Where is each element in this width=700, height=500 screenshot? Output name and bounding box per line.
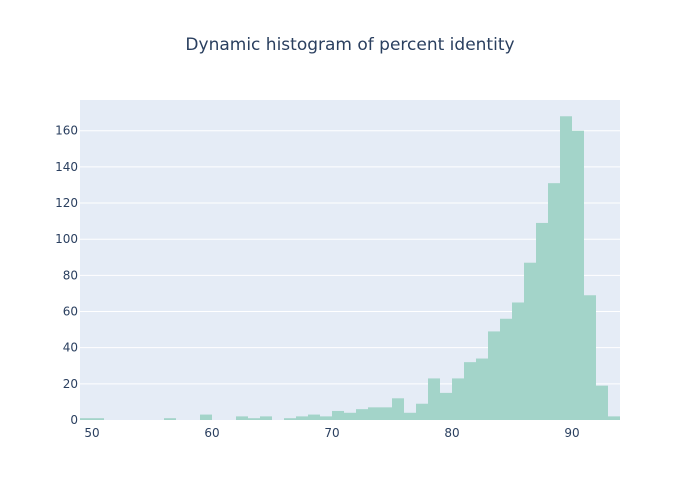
histogram-bar [440, 392, 452, 420]
y-axis-ticks: 0 20 40 60 80 100 120 140 160 [55, 124, 78, 427]
histogram-bar [536, 222, 548, 420]
histogram-bar [464, 362, 476, 420]
histogram-bar [296, 416, 308, 420]
histogram-bar [80, 418, 92, 420]
histogram-bar [308, 414, 320, 420]
histogram-bar [524, 262, 536, 420]
y-tick-label: 60 [63, 305, 78, 319]
histogram-bar [416, 403, 428, 420]
histogram-bar [548, 183, 560, 420]
y-tick-label: 0 [70, 413, 78, 427]
histogram-bar [488, 331, 500, 420]
y-tick-label: 160 [55, 124, 78, 138]
histogram-bar [344, 412, 356, 420]
x-tick-label: 60 [204, 426, 219, 440]
histogram-bar [320, 416, 332, 420]
histogram-bar [380, 407, 392, 420]
histogram-bar [236, 416, 248, 420]
histogram-bar [260, 416, 272, 420]
histogram-bar [368, 407, 380, 420]
x-axis-ticks: 50 60 70 80 90 [84, 426, 579, 440]
histogram-bar [284, 418, 296, 420]
histogram-bar [332, 410, 344, 420]
x-tick-label: 80 [444, 426, 459, 440]
histogram-bar [452, 378, 464, 420]
histogram-bar [584, 295, 596, 420]
x-tick-label: 70 [324, 426, 339, 440]
y-tick-label: 120 [55, 196, 78, 210]
histogram-bar [572, 130, 584, 420]
x-tick-label: 50 [84, 426, 99, 440]
y-tick-label: 80 [63, 268, 78, 282]
histogram-bar [200, 414, 212, 420]
histogram-bars [80, 116, 620, 421]
histogram-bar [608, 416, 620, 420]
y-tick-label: 20 [63, 377, 78, 391]
histogram-bar [512, 302, 524, 420]
histogram-bar [596, 385, 608, 420]
histogram-bar [92, 418, 104, 420]
histogram-bar [428, 378, 440, 420]
chart-title: Dynamic histogram of percent identity [185, 35, 514, 55]
histogram-bar [164, 418, 176, 420]
histogram-bar [404, 412, 416, 420]
histogram-bar [500, 318, 512, 420]
x-tick-label: 90 [564, 426, 579, 440]
histogram-bar [356, 409, 368, 420]
histogram-bar [476, 358, 488, 420]
y-tick-label: 140 [55, 160, 78, 174]
y-tick-label: 100 [55, 232, 78, 246]
histogram-bar [248, 418, 260, 420]
histogram-bar [392, 398, 404, 420]
histogram-bar [560, 116, 572, 421]
y-tick-label: 40 [63, 341, 78, 355]
y-gridlines [80, 130, 620, 385]
